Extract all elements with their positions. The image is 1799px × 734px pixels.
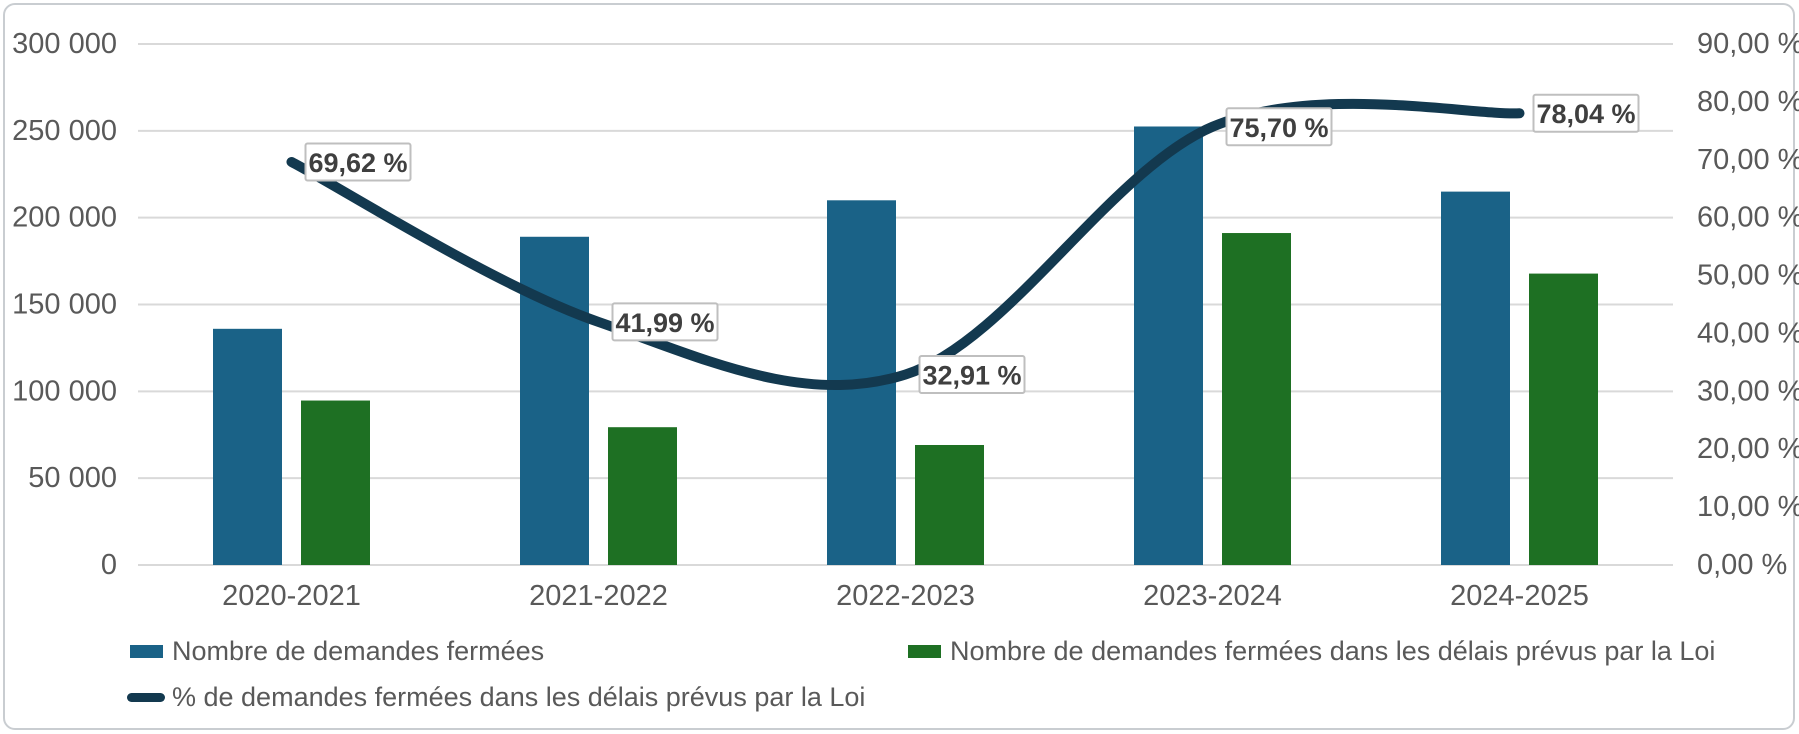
data-label-box xyxy=(304,142,412,182)
x-axis-category-label: 2021-2022 xyxy=(529,580,668,612)
right-axis-tick: 50,00 % xyxy=(1697,260,1799,292)
legend-swatch-green-bar xyxy=(908,644,941,658)
data-label: 41,99 % xyxy=(615,308,714,338)
bar-closed-on-time xyxy=(1529,273,1598,565)
percent-line xyxy=(286,98,1525,391)
bar-closed-requests xyxy=(1441,191,1510,565)
left-axis-tick: 300 000 xyxy=(12,28,117,60)
right-axis-tick: 70,00 % xyxy=(1697,144,1799,176)
bar-closed-on-time xyxy=(608,427,677,565)
right-axis-tick: 80,00 % xyxy=(1697,86,1799,118)
left-axis-tick: 200 000 xyxy=(12,202,117,234)
bar-closed-requests xyxy=(213,328,282,565)
left-axis-tick: 50 000 xyxy=(28,462,117,494)
data-label-box xyxy=(611,302,719,342)
legend-label-closed-on-time: Nombre de demandes fermées dans les déla… xyxy=(950,635,1716,666)
bar-closed-requests xyxy=(1134,126,1203,565)
bar-closed-on-time xyxy=(301,400,370,565)
bar-closed-on-time xyxy=(915,444,984,565)
legend-label-percent-line: % de demandes fermées dans les délais pr… xyxy=(172,681,866,712)
left-axis-tick: 0 xyxy=(101,549,117,581)
right-axis-tick: 0,00 % xyxy=(1697,549,1787,581)
data-label: 69,62 % xyxy=(308,148,407,178)
data-label-box xyxy=(1532,93,1640,133)
right-axis-tick: 60,00 % xyxy=(1697,202,1799,234)
legend-item-closed-on-time: Nombre de demandes fermées dans les déla… xyxy=(908,635,1715,667)
right-axis-tick: 90,00 % xyxy=(1697,28,1799,60)
bar-closed-requests xyxy=(520,236,589,565)
right-axis-tick: 20,00 % xyxy=(1697,433,1799,465)
legend-swatch-blue-bar xyxy=(130,644,163,658)
data-label-box xyxy=(918,354,1026,394)
data-label: 78,04 % xyxy=(1536,99,1635,129)
left-axis-tick: 250 000 xyxy=(12,115,117,147)
left-axis-tick: 150 000 xyxy=(12,289,117,321)
legend-item-percent-line: % de demandes fermées dans les délais pr… xyxy=(127,681,865,713)
x-axis-category-label: 2024-2025 xyxy=(1450,580,1589,612)
x-axis-category-label: 2023-2024 xyxy=(1143,580,1282,612)
left-axis-tick: 100 000 xyxy=(12,375,117,407)
right-axis-tick: 10,00 % xyxy=(1697,491,1799,523)
right-axis-tick: 30,00 % xyxy=(1697,375,1799,407)
data-label-box xyxy=(1225,107,1333,147)
data-label: 75,70 % xyxy=(1229,113,1328,143)
x-axis-category-label: 2020-2021 xyxy=(222,580,361,612)
legend-item-closed-requests: Nombre de demandes fermées xyxy=(130,635,544,667)
data-label: 32,91 % xyxy=(922,360,1021,390)
bar-closed-on-time xyxy=(1222,233,1291,565)
legend-swatch-percent-line xyxy=(127,692,165,702)
right-axis-tick: 40,00 % xyxy=(1697,317,1799,349)
legend-label-closed-requests: Nombre de demandes fermées xyxy=(172,635,545,666)
chart-frame: 0 50 000 100 000 150 000 200 000 250 000 300 0… xyxy=(3,3,1799,730)
x-axis-category-label: 2022-2023 xyxy=(836,580,975,612)
